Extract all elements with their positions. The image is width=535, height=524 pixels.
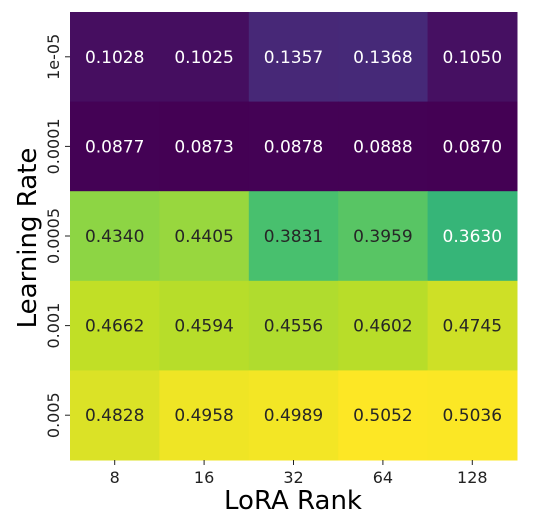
heatmap-cell-label: 0.4340 (85, 227, 144, 247)
heatmap-cell (70, 12, 160, 103)
heatmap-cell-label: 0.4405 (174, 227, 233, 247)
heatmap-cell (427, 12, 518, 103)
y-tick-label: 1e-05 (44, 34, 63, 80)
heatmap-cell-label: 0.1368 (353, 48, 412, 68)
heatmap-cell-label: 0.1028 (85, 48, 144, 68)
heatmap-cell-label: 0.4556 (264, 317, 323, 337)
heatmap-cell-label: 0.4602 (353, 317, 412, 337)
x-axis-ticks: 8 16 32 64 128 (110, 460, 488, 487)
heatmap-cell (427, 191, 518, 282)
heatmap-cell-label: 0.0888 (353, 137, 412, 157)
heatmap-cell (338, 101, 429, 192)
heatmap-cell-label: 0.0877 (85, 137, 144, 157)
x-tick-label: 128 (457, 468, 488, 487)
heatmap-cell-label: 0.0878 (264, 137, 323, 157)
heatmap-cell-label: 0.3630 (443, 227, 502, 247)
heatmap-cell (338, 12, 429, 103)
heatmap-cell (248, 370, 339, 461)
heatmap-cell (248, 12, 339, 103)
heatmap-cell (70, 101, 160, 192)
heatmap-cell (338, 191, 429, 282)
heatmap-cell-label: 0.4958 (174, 406, 233, 426)
y-tick-label: 0.005 (44, 392, 63, 438)
heatmap-cell (248, 280, 339, 371)
heatmap-cell (248, 101, 339, 192)
heatmap-cell-label: 0.4662 (85, 317, 144, 337)
heatmap-cell (159, 101, 250, 192)
heatmap-cells (70, 12, 518, 461)
x-tick-label: 64 (373, 468, 393, 487)
heatmap-cell (427, 101, 518, 192)
heatmap-cell-label: 0.0870 (443, 137, 502, 157)
x-tick-label: 8 (110, 468, 120, 487)
heatmap-cell-label: 0.4745 (443, 317, 502, 337)
heatmap-cell-label: 0.5036 (443, 406, 502, 426)
heatmap-cell-label: 0.1025 (174, 48, 233, 68)
y-tick-label: 0.0005 (44, 208, 63, 264)
y-tick-label: 0.001 (44, 303, 63, 349)
x-axis-label: LoRA Rank (224, 486, 362, 516)
heatmap-cell-label: 0.4989 (264, 406, 323, 426)
heatmap-cell-label: 0.3831 (264, 227, 323, 247)
heatmap-cell-label: 0.1357 (264, 48, 323, 68)
y-axis-label: Learning Rate (13, 148, 43, 329)
heatmap-cell-label: 0.5052 (353, 406, 412, 426)
heatmap-cell (70, 191, 160, 282)
heatmap-cell (159, 280, 250, 371)
y-tick-label: 0.0001 (44, 118, 63, 174)
heatmap-cell (159, 191, 250, 282)
heatmap-cell (427, 280, 518, 371)
heatmap-cell-label: 0.4828 (85, 406, 144, 426)
y-axis-ticks: 1e-05 0.0001 0.0005 0.001 0.005 (44, 34, 70, 438)
heatmap-cell (159, 370, 250, 461)
heatmap-cell-labels: 0.1028 0.1025 0.1357 0.1368 0.1050 0.0877 0.08… (85, 48, 502, 426)
heatmap-cell-label: 0.3959 (353, 227, 412, 247)
heatmap-cell-label: 0.0873 (174, 137, 233, 157)
heatmap-cell (338, 280, 429, 371)
heatmap-cell (159, 12, 250, 103)
x-tick-label: 32 (283, 468, 303, 487)
heatmap-cell-label: 0.4594 (174, 317, 233, 337)
heatmap-cell (427, 370, 518, 461)
heatmap-cell (248, 191, 339, 282)
x-tick-label: 16 (194, 468, 214, 487)
heatmap-cell (338, 370, 429, 461)
heatmap-cell-label: 0.1050 (443, 48, 502, 68)
heatmap-cell (70, 370, 160, 461)
heatmap-cell (70, 280, 160, 371)
